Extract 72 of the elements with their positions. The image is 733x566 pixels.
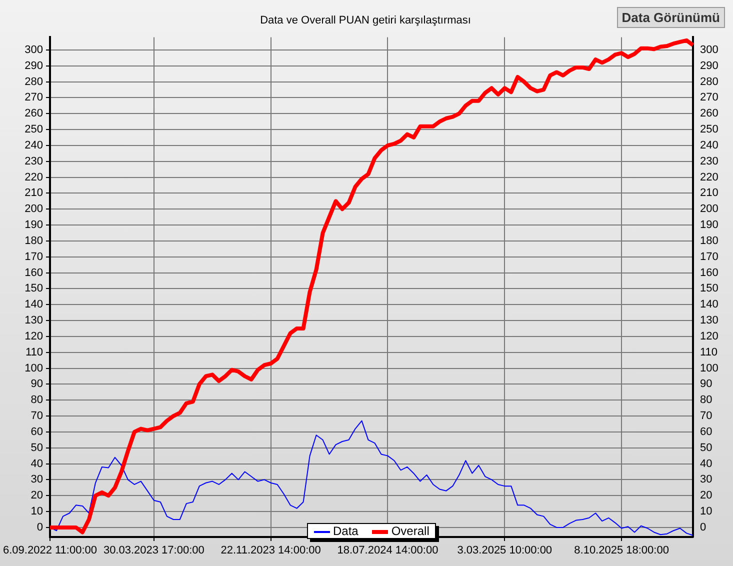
y2-tick-label: 260 (700, 108, 718, 120)
y-tick-label: 100 (24, 362, 43, 374)
y-tick-label: 180 (24, 234, 43, 247)
y2-tick-label: 300 (700, 44, 718, 56)
y-tick-label: 270 (24, 92, 43, 104)
y-tick-label: 20 (30, 490, 43, 502)
legend-label: Data (332, 524, 358, 538)
y-tick-label: 230 (24, 155, 43, 168)
y2-tick-label: 130 (700, 314, 718, 327)
y2-tick-label: 20 (700, 490, 712, 502)
y2-tick-label: 150 (700, 282, 718, 295)
y-tick-label: 200 (24, 203, 43, 216)
y2-tick-label: 230 (700, 155, 718, 168)
y-tick-label: 220 (24, 171, 43, 184)
y-tick-label: 30 (30, 474, 43, 486)
y2-tick-label: 280 (700, 76, 718, 88)
y2-tick-label: 210 (700, 187, 718, 200)
y-tick-label: 130 (24, 314, 43, 327)
y-tick-label: 150 (24, 282, 43, 295)
y2-tick-label: 180 (700, 234, 718, 247)
y-tick-label: 80 (30, 394, 43, 406)
y-tick-label: 250 (24, 124, 43, 136)
y-tick-label: 120 (24, 330, 43, 342)
y2-tick-label: 140 (700, 298, 718, 311)
y2-tick-label: 60 (700, 426, 712, 438)
y2-tick-label: 240 (700, 139, 718, 152)
chart-title: Data ve Overall PUAN getiri karşılaştırması (260, 14, 471, 27)
y2-tick-label: 190 (700, 219, 718, 232)
y2-tick-label: 110 (700, 346, 718, 358)
x-tick-label: 6.09.2022 11:00:00 (2, 544, 97, 557)
legend-label: Overall (390, 524, 430, 538)
y-tick-label: 0 (36, 521, 43, 534)
x-tick-label: 8.10.2025 18:00:00 (574, 544, 669, 557)
y2-tick-label: 100 (700, 362, 718, 374)
y2-tick-label: 120 (700, 330, 718, 342)
y2-tick-label: 160 (700, 266, 718, 279)
view-button: Data Görünümü (616, 7, 725, 28)
y-tick-label: 240 (24, 139, 43, 152)
y2-tick-label: 170 (700, 250, 718, 263)
y-tick-label: 290 (24, 60, 43, 72)
y-tick-label: 280 (24, 76, 43, 88)
x-tick-label: 18.07.2024 14:00:00 (337, 544, 438, 557)
y2-tick-label: 290 (700, 60, 718, 72)
y2-tick-label: 30 (700, 474, 712, 486)
y-tick-label: 70 (30, 410, 43, 422)
y-tick-label: 140 (24, 298, 43, 311)
y-tick-label: 160 (24, 266, 43, 279)
y-tick-label: 170 (24, 250, 43, 263)
y-tick-label: 190 (24, 219, 43, 232)
x-tick-label: 22.11.2023 14:00:00 (220, 544, 321, 557)
y-tick-label: 110 (25, 346, 43, 358)
y-tick-label: 210 (24, 187, 43, 200)
y-tick-label: 300 (24, 44, 43, 56)
y2-tick-label: 250 (700, 124, 718, 136)
y2-tick-label: 90 (700, 378, 712, 390)
y-tick-label: 260 (24, 108, 43, 120)
y2-tick-label: 70 (700, 410, 712, 422)
y-tick-label: 90 (30, 378, 43, 390)
y2-tick-label: 80 (700, 394, 712, 406)
y2-tick-label: 50 (700, 442, 712, 454)
y2-tick-label: 10 (700, 506, 712, 518)
y-tick-label: 50 (30, 442, 43, 454)
x-tick-label: 3.03.2025 10:00:00 (457, 544, 552, 557)
y2-tick-label: 200 (700, 203, 718, 216)
y-tick-label: 60 (30, 426, 43, 438)
y-tick-label: 10 (30, 506, 43, 518)
y2-tick-label: 0 (700, 521, 706, 534)
y2-tick-label: 40 (700, 458, 712, 470)
y2-tick-label: 220 (700, 171, 718, 184)
y-tick-label: 40 (30, 458, 43, 470)
y2-tick-label: 270 (700, 92, 718, 104)
x-tick-label: 30.03.2023 17:00:00 (103, 544, 204, 557)
